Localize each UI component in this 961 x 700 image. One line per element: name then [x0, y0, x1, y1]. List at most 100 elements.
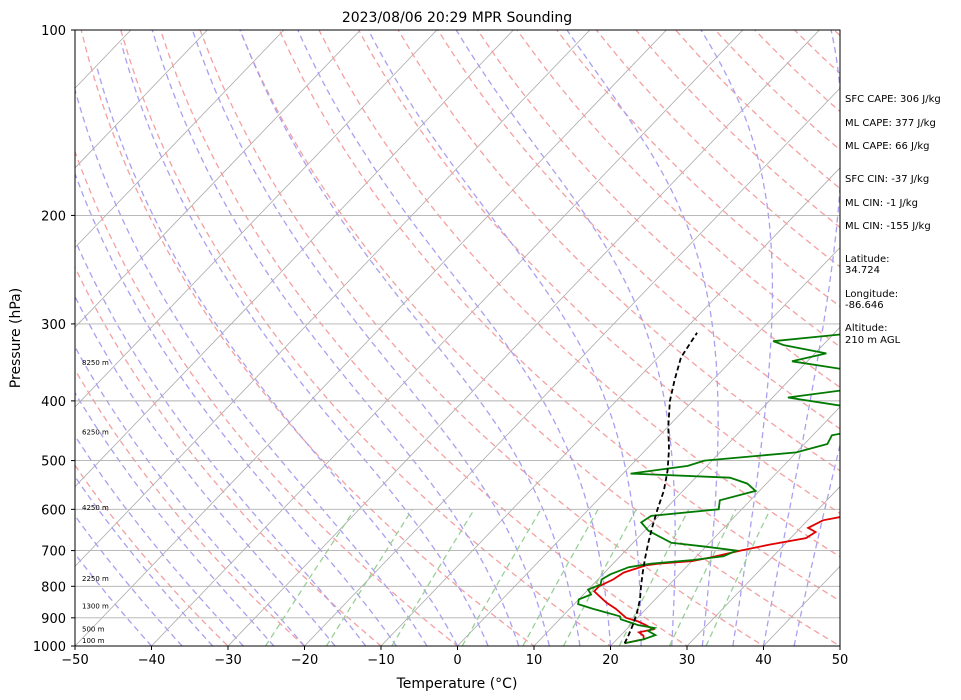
longitude-label: Longitude: [845, 289, 898, 300]
x-tick-label: −40 [138, 653, 165, 668]
moist-adiabat-line [75, 89, 428, 646]
altitude-label: Altitude: [845, 323, 887, 334]
height-label: 6250 m [82, 428, 109, 436]
latitude-label: Latitude: [845, 254, 890, 265]
dry-adiabat-line [199, 30, 765, 646]
y-tick-label: 200 [41, 209, 66, 224]
dry-adiabat-line [75, 464, 229, 646]
mixing-ratio-line [562, 508, 637, 646]
moist-adiabat-line [75, 345, 305, 646]
mixing-ratio-line [618, 509, 690, 646]
height-label: 4250 m [82, 504, 109, 512]
isotherm-line [75, 30, 208, 169]
moist-adiabat-line [75, 238, 367, 646]
x-tick-label: 20 [602, 653, 619, 668]
height-labels: 100 m 500 m 1300 m 2250 m 4250 m 6250 m 8250 m [82, 359, 109, 645]
moist-adiabat-line [700, 30, 774, 646]
moist-adiabat-line [566, 30, 719, 646]
x-axis-ticks: −50 −40 −30 −20 −10 0 10 20 30 40 50 [61, 646, 848, 668]
y-axis-label: Pressure (hPa) [8, 288, 24, 388]
sfc-cin-text: SFC CIN: -37 J/kg [845, 174, 929, 185]
isotherm-line [380, 167, 840, 646]
y-tick-label: 400 [41, 395, 66, 410]
isotherm-line [303, 87, 840, 646]
x-tick-label: −30 [214, 653, 241, 668]
y-tick-label: 800 [41, 580, 66, 595]
altitude-value: 210 m AGL [845, 335, 901, 346]
moist-adiabat-line [455, 30, 676, 646]
y-tick-label: 300 [41, 318, 66, 333]
mixing-ratio-line [522, 508, 599, 646]
x-tick-label: 30 [679, 653, 696, 668]
moist-adiabat-line [367, 30, 642, 646]
mixing-ratio-line [461, 508, 542, 646]
latitude-value: 34.724 [845, 265, 880, 276]
height-label: 500 m [82, 625, 105, 633]
dry-adiabat-line [159, 30, 689, 646]
isotherm-line [75, 30, 285, 249]
x-tick-label: 0 [453, 653, 461, 668]
background-lines [75, 16, 961, 659]
isotherm-line [904, 16, 961, 659]
sounding-traces [577, 332, 840, 645]
x-tick-label: −50 [61, 653, 88, 668]
dewpoint-trace [577, 333, 840, 645]
stats-panel: SFC CAPE: 306 J/kg ML CAPE: 377 J/kg ML … [845, 94, 941, 346]
moist-adiabat-line [762, 30, 840, 646]
x-tick-label: 10 [526, 653, 543, 668]
moist-adiabat-line [75, 514, 183, 646]
height-label: 1300 m [82, 602, 109, 610]
moist-adiabat-line [75, 434, 244, 646]
y-tick-label: 1000 [33, 640, 66, 655]
y-tick-label: 100 [41, 24, 66, 39]
isotherm-line [609, 406, 840, 646]
dry-adiabat-line [120, 30, 612, 646]
height-label: 8250 m [82, 359, 109, 367]
ml-cape-text-1: ML CAPE: 377 J/kg [845, 118, 936, 129]
x-tick-label: −20 [291, 653, 318, 668]
isotherm-line [686, 486, 840, 646]
isotherm-line [150, 30, 744, 646]
moist-adiabat-line [75, 391, 275, 646]
isotherm-line [75, 30, 667, 646]
x-tick-label: −10 [367, 653, 394, 668]
y-tick-label: 600 [41, 503, 66, 518]
dry-adiabat-line [358, 30, 840, 515]
dry-adiabat-line [239, 30, 840, 646]
mixing-ratio-line [705, 509, 771, 646]
moist-adiabat-line [151, 30, 520, 646]
mixing-ratio-line [391, 508, 475, 646]
dry-adiabat-line [75, 149, 459, 646]
parcel-trace [623, 332, 698, 644]
dry-adiabat-line [318, 30, 840, 558]
ml-cin-text-1: ML CIN: -1 J/kg [845, 198, 918, 209]
moist-adiabat-line [75, 475, 214, 646]
y-axis-ticks: 100 200 300 400 500 600 700 800 900 1000 [33, 24, 75, 655]
chart-title: 2023/08/06 20:29 MPR Sounding [342, 10, 572, 26]
isotherm-line [75, 30, 361, 328]
x-axis-label: Temperature (°C) [396, 676, 518, 692]
height-label: 2250 m [82, 575, 109, 583]
dry-adiabat-line [75, 368, 306, 646]
sfc-cape-text: SFC CAPE: 306 J/kg [845, 94, 941, 105]
dry-adiabat-line [75, 265, 383, 646]
ml-cin-text-2: ML CIN: -155 J/kg [845, 221, 931, 232]
moist-adiabat-line [96, 67, 459, 646]
height-label: 100 m [82, 637, 105, 645]
dry-adiabat-line [397, 30, 840, 472]
dry-adiabat-line [556, 30, 840, 308]
y-tick-label: 700 [41, 545, 66, 560]
mixing-ratio-line [265, 508, 356, 646]
moist-adiabat-line [191, 30, 550, 646]
x-tick-label: 40 [755, 653, 772, 668]
moist-adiabat-line [793, 442, 840, 646]
moist-adiabat-line [75, 172, 397, 646]
longitude-value: -86.646 [845, 300, 884, 311]
dry-adiabat-line [80, 30, 536, 646]
dry-adiabat-line [278, 30, 840, 602]
isotherm-line [75, 30, 591, 567]
moist-adiabat-line [239, 30, 581, 646]
moist-adiabat-line [120, 42, 489, 646]
isotherm-line [227, 30, 820, 646]
